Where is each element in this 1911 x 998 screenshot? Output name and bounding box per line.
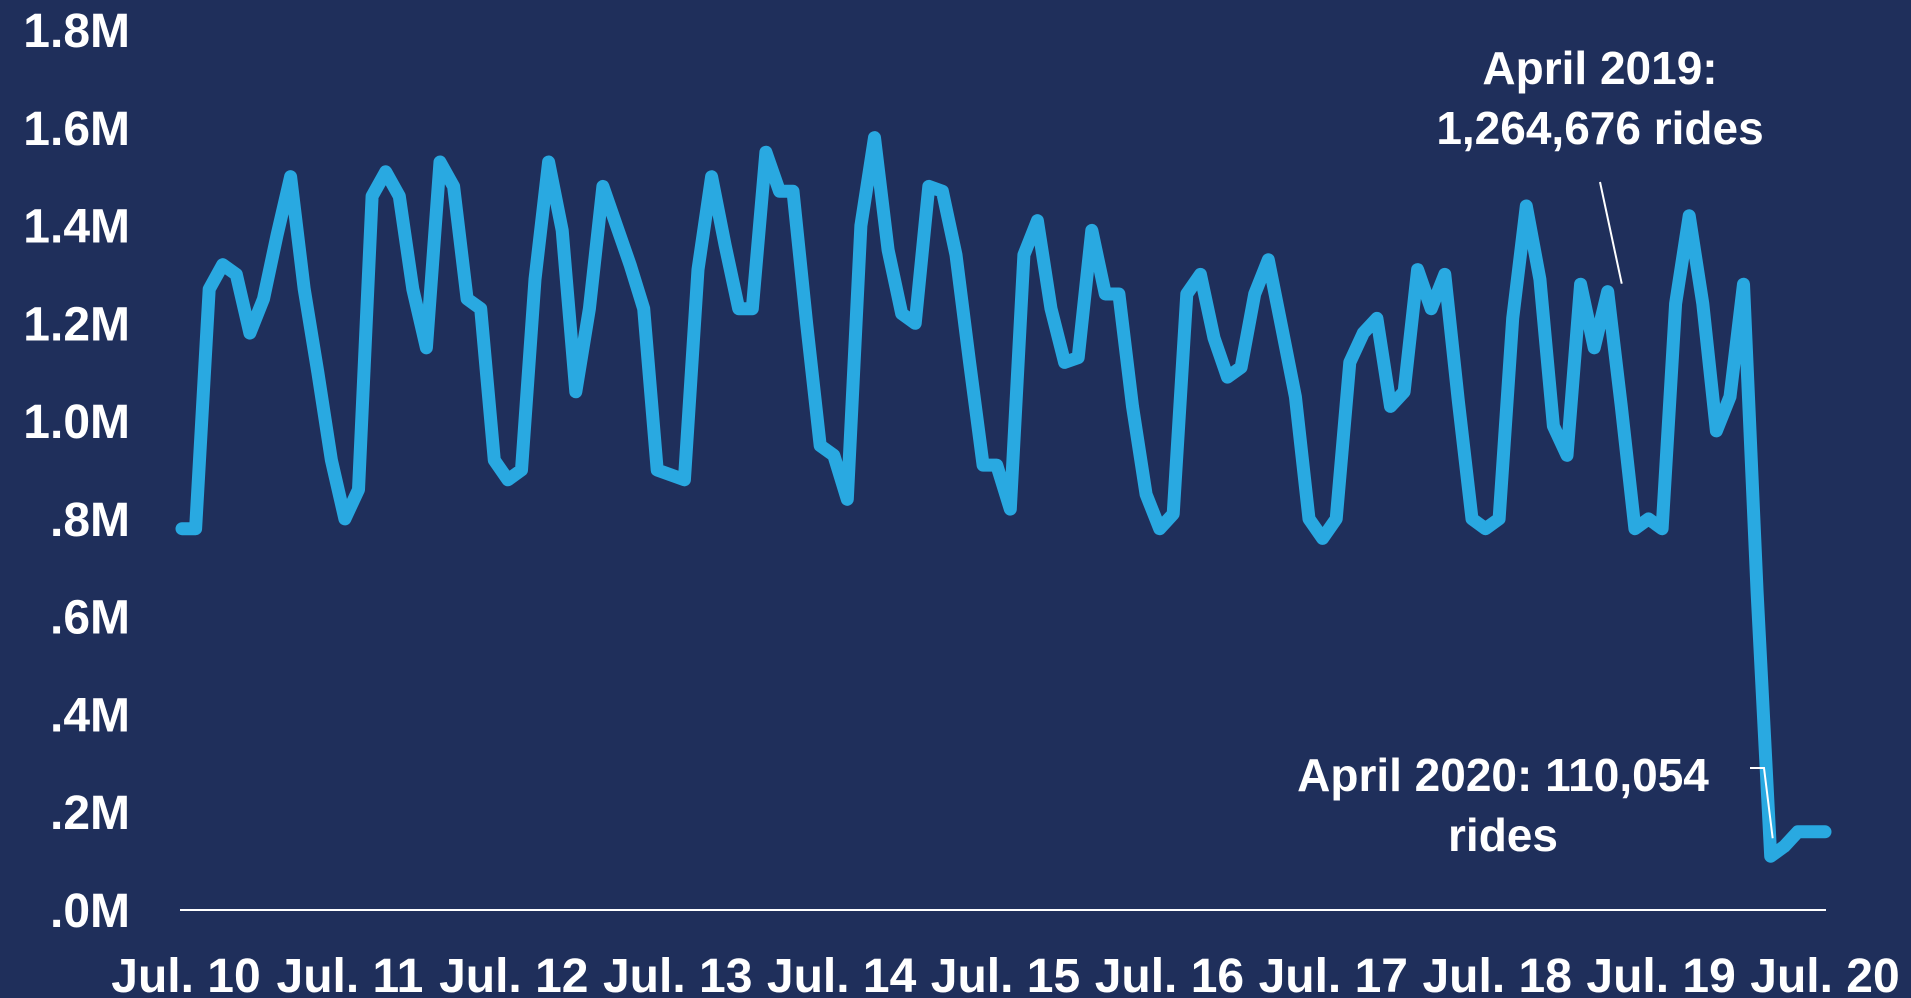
y-tick-label: 1.4M: [23, 201, 130, 254]
x-tick-label: Jul. 16: [1095, 950, 1244, 998]
x-tick-label: Jul. 15: [931, 950, 1080, 998]
annotation-leader-line: [1599, 181, 1623, 284]
y-tick-label: .4M: [50, 689, 130, 742]
x-tick-label: Jul. 12: [439, 950, 588, 998]
y-tick-label: .8M: [50, 494, 130, 547]
annotation-text: rides: [1448, 809, 1558, 861]
x-tick-label: Jul. 20: [1750, 950, 1899, 998]
y-tick-label: 1.8M: [23, 5, 130, 58]
x-tick-label: Jul. 18: [1422, 950, 1571, 998]
annotation-0: April 2019: 1,264,676 rides: [1436, 42, 1764, 284]
y-tick-label: .2M: [50, 787, 130, 840]
y-tick-label: 1.2M: [23, 298, 130, 351]
x-tick-label: Jul. 19: [1586, 950, 1735, 998]
x-tick-label: Jul. 13: [603, 950, 752, 998]
annotation-text: April 2020: 110,054: [1297, 749, 1709, 801]
x-tick-label: Jul. 17: [1259, 950, 1408, 998]
y-axis-tick-labels: .0M .2M .4M .6M .8M 1.0M 1.2M 1.4M 1.6M 1.8M: [23, 5, 130, 938]
x-axis-tick-labels: Jul. 10 Jul. 11 Jul. 12 Jul. 13 Jul. 14 Jul. …: [111, 950, 1899, 998]
annotation-leader-line: [1750, 767, 1774, 839]
x-tick-label: Jul. 14: [767, 950, 917, 998]
x-tick-label: Jul. 11: [277, 950, 424, 998]
series-line: [175, 131, 1832, 863]
annotations: April 2019: 1,264,676 rides April 2020: 11…: [1297, 42, 1774, 861]
y-tick-label: .0M: [50, 885, 130, 938]
annotation-text: April 2019:: [1482, 42, 1717, 94]
y-tick-label: 1.6M: [23, 103, 130, 156]
annotation-1: April 2020: 110,054 rides: [1297, 749, 1774, 861]
annotation-text: 1,264,676 rides: [1436, 102, 1763, 154]
y-tick-label: 1.0M: [23, 396, 130, 449]
x-tick-label: Jul. 10: [111, 950, 260, 998]
y-tick-label: .6M: [50, 592, 130, 645]
